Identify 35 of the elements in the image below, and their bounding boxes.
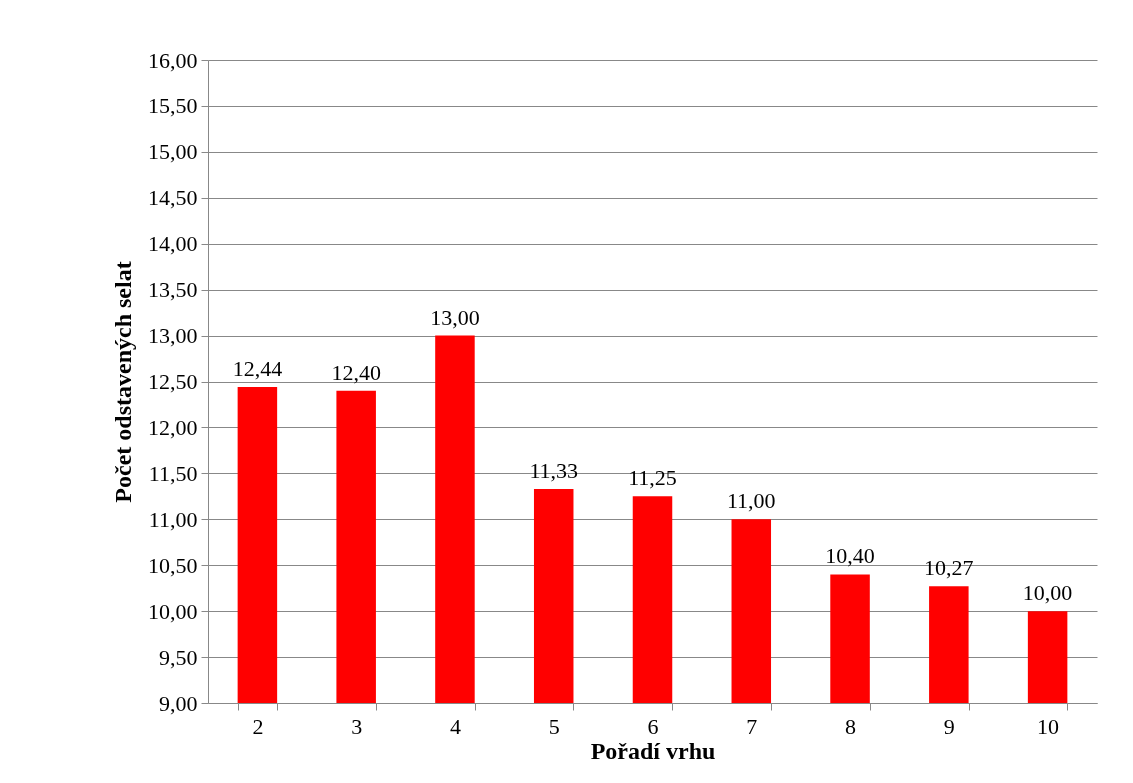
x-tick-label: 4 — [449, 713, 461, 739]
x-tick-label: 2 — [252, 713, 264, 739]
data-label: 10,27 — [924, 555, 974, 581]
data-label: 12,40 — [331, 359, 381, 385]
data-label: 11,00 — [726, 488, 776, 514]
data-label: 11,25 — [628, 465, 677, 491]
data-label: 12,44 — [232, 356, 283, 382]
y-tick-label: 13,00 — [148, 323, 198, 349]
y-tick-label: 11,50 — [148, 460, 198, 486]
y-tick-label: 14,50 — [148, 185, 198, 211]
y-tick-label: 12,00 — [148, 414, 198, 440]
y-tick-label: 9,00 — [159, 690, 198, 716]
x-tick-label: 8 — [845, 713, 857, 739]
data-label: 10,00 — [1022, 580, 1073, 606]
x-tick-label: 7 — [746, 713, 758, 739]
x-tick-label: 3 — [351, 713, 363, 739]
y-tick-label: 13,50 — [148, 277, 198, 303]
y-tick-label: 16,00 — [148, 47, 198, 73]
y-tick-label: 15,50 — [148, 93, 198, 119]
x-tick-label: 5 — [548, 713, 560, 739]
y-axis-title: Počet odstavených selat — [110, 261, 136, 503]
y-tick-label: 15,00 — [148, 139, 198, 165]
x-tick-label: 9 — [943, 713, 955, 739]
data-label: 11,33 — [529, 457, 579, 483]
y-tick-label: 12,50 — [148, 369, 198, 394]
y-tick-label: 14,00 — [148, 231, 198, 257]
y-tick-label: 10,50 — [148, 552, 198, 578]
x-tick-label: 6 — [647, 713, 659, 739]
x-axis-title: Pořadí vrhu — [590, 737, 716, 764]
data-label: 10,40 — [825, 543, 875, 569]
x-tick-label: 10 — [1037, 713, 1060, 739]
y-tick-label: 10,00 — [148, 598, 198, 624]
y-tick-label: 9,50 — [159, 644, 198, 670]
y-tick-label: 11,00 — [148, 506, 198, 532]
data-label: 13,00 — [430, 304, 480, 330]
